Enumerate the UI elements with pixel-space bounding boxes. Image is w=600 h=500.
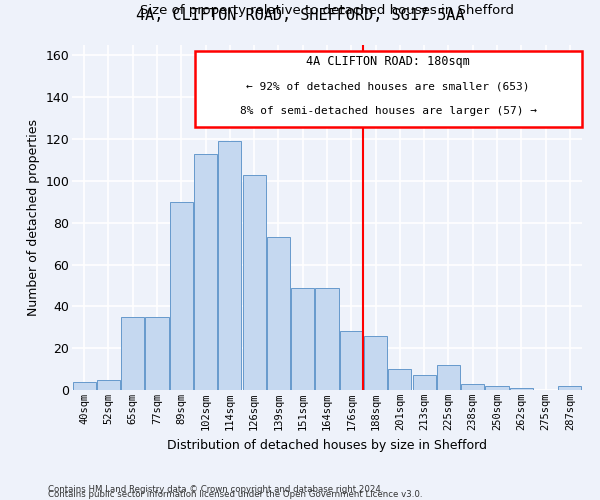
Title: Size of property relative to detached houses in Shefford: Size of property relative to detached ho… bbox=[140, 4, 514, 18]
Bar bbox=[291, 288, 314, 390]
Bar bbox=[364, 336, 387, 390]
Bar bbox=[340, 332, 363, 390]
Bar bbox=[388, 369, 412, 390]
Bar bbox=[145, 317, 169, 390]
Bar bbox=[242, 174, 266, 390]
X-axis label: Distribution of detached houses by size in Shefford: Distribution of detached houses by size … bbox=[167, 438, 487, 452]
Bar bbox=[121, 317, 144, 390]
Bar bbox=[73, 382, 95, 390]
Bar bbox=[461, 384, 484, 390]
Bar bbox=[316, 288, 338, 390]
Text: ← 92% of detached houses are smaller (653): ← 92% of detached houses are smaller (65… bbox=[247, 82, 530, 92]
Bar bbox=[413, 376, 436, 390]
FancyBboxPatch shape bbox=[194, 52, 581, 127]
Bar bbox=[267, 238, 290, 390]
Bar bbox=[510, 388, 533, 390]
Y-axis label: Number of detached properties: Number of detached properties bbox=[27, 119, 40, 316]
Bar bbox=[97, 380, 120, 390]
Text: 4A, CLIFTON ROAD, SHEFFORD, SG17 5AA: 4A, CLIFTON ROAD, SHEFFORD, SG17 5AA bbox=[136, 8, 464, 22]
Text: 8% of semi-detached houses are larger (57) →: 8% of semi-detached houses are larger (5… bbox=[239, 106, 536, 117]
Bar bbox=[194, 154, 217, 390]
Text: Contains HM Land Registry data © Crown copyright and database right 2024.: Contains HM Land Registry data © Crown c… bbox=[48, 484, 383, 494]
Text: 4A CLIFTON ROAD: 180sqm: 4A CLIFTON ROAD: 180sqm bbox=[306, 55, 470, 68]
Bar bbox=[218, 141, 241, 390]
Bar bbox=[559, 386, 581, 390]
Text: Contains public sector information licensed under the Open Government Licence v3: Contains public sector information licen… bbox=[48, 490, 422, 499]
Bar bbox=[485, 386, 509, 390]
Bar bbox=[170, 202, 193, 390]
Bar bbox=[437, 365, 460, 390]
